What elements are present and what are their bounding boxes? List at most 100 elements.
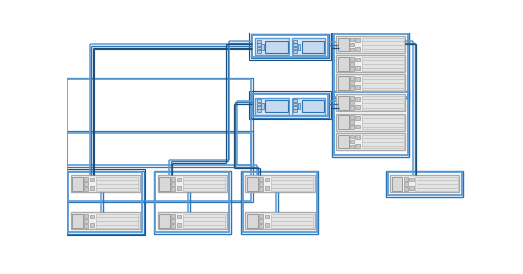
Bar (350, 62, 354, 65)
Bar (302, 100, 324, 112)
Bar (67, 79, 252, 165)
Bar (350, 76, 354, 80)
Bar (96, 177, 138, 191)
Bar (338, 57, 348, 71)
Bar (249, 32, 331, 60)
Bar (298, 44, 300, 50)
Bar (71, 212, 140, 229)
Bar (298, 103, 300, 109)
Bar (293, 50, 297, 53)
Bar (336, 36, 405, 53)
Bar (338, 96, 348, 110)
Bar (356, 135, 360, 139)
Bar (265, 186, 269, 190)
Bar (390, 175, 459, 192)
Bar (338, 38, 348, 51)
Bar (338, 135, 348, 149)
Bar (154, 171, 231, 234)
Bar (172, 219, 175, 223)
Bar (265, 178, 269, 181)
Bar (177, 215, 181, 218)
Bar (65, 132, 253, 202)
Bar (350, 81, 354, 85)
Bar (336, 114, 405, 131)
Bar (257, 43, 261, 46)
Bar (159, 177, 170, 191)
Bar (336, 133, 405, 150)
Bar (262, 103, 264, 109)
Bar (350, 47, 354, 51)
Bar (245, 212, 315, 229)
Bar (67, 171, 144, 234)
Bar (245, 175, 315, 192)
Bar (172, 214, 175, 218)
Bar (392, 177, 402, 191)
Bar (410, 186, 414, 190)
Bar (257, 50, 261, 53)
Bar (350, 120, 354, 124)
Bar (252, 35, 328, 57)
Bar (271, 214, 313, 228)
Bar (172, 224, 175, 228)
Bar (336, 95, 405, 112)
Bar (350, 96, 354, 100)
Bar (415, 177, 458, 191)
Bar (293, 102, 297, 105)
Bar (291, 98, 325, 115)
Bar (293, 110, 297, 112)
Bar (361, 57, 404, 71)
Bar (251, 93, 329, 118)
Bar (265, 215, 269, 218)
Bar (293, 47, 297, 49)
Bar (361, 76, 404, 90)
Bar (90, 223, 95, 227)
Bar (159, 214, 170, 228)
Bar (247, 177, 258, 191)
Bar (265, 223, 269, 227)
Bar (293, 40, 297, 42)
Bar (361, 96, 404, 110)
Bar (90, 215, 95, 218)
Bar (242, 171, 319, 234)
Bar (293, 99, 297, 102)
Bar (257, 110, 261, 112)
Bar (257, 106, 261, 109)
Bar (350, 42, 354, 46)
Bar (404, 177, 408, 181)
Bar (350, 67, 354, 71)
Bar (84, 219, 88, 223)
Bar (72, 177, 83, 191)
Bar (157, 175, 227, 192)
Bar (259, 214, 263, 218)
Bar (291, 38, 325, 55)
Bar (257, 99, 261, 102)
Bar (404, 187, 408, 191)
Bar (262, 44, 264, 50)
Bar (410, 178, 414, 181)
Bar (72, 214, 83, 228)
Bar (350, 135, 354, 138)
Bar (172, 182, 175, 186)
Bar (356, 85, 360, 89)
Bar (350, 115, 354, 119)
Bar (84, 224, 88, 228)
Bar (172, 187, 175, 191)
Bar (386, 171, 463, 197)
Bar (356, 47, 360, 51)
Bar (183, 214, 225, 228)
Bar (252, 95, 328, 116)
Bar (271, 177, 313, 191)
Bar (265, 100, 288, 112)
Bar (350, 125, 354, 129)
Bar (90, 186, 95, 190)
Bar (388, 172, 462, 195)
Bar (183, 177, 225, 191)
Bar (361, 135, 404, 149)
Bar (350, 139, 354, 143)
Bar (356, 77, 360, 81)
Bar (96, 214, 138, 228)
Bar (259, 219, 263, 223)
Bar (172, 177, 175, 181)
Bar (257, 47, 261, 49)
Bar (255, 38, 289, 55)
